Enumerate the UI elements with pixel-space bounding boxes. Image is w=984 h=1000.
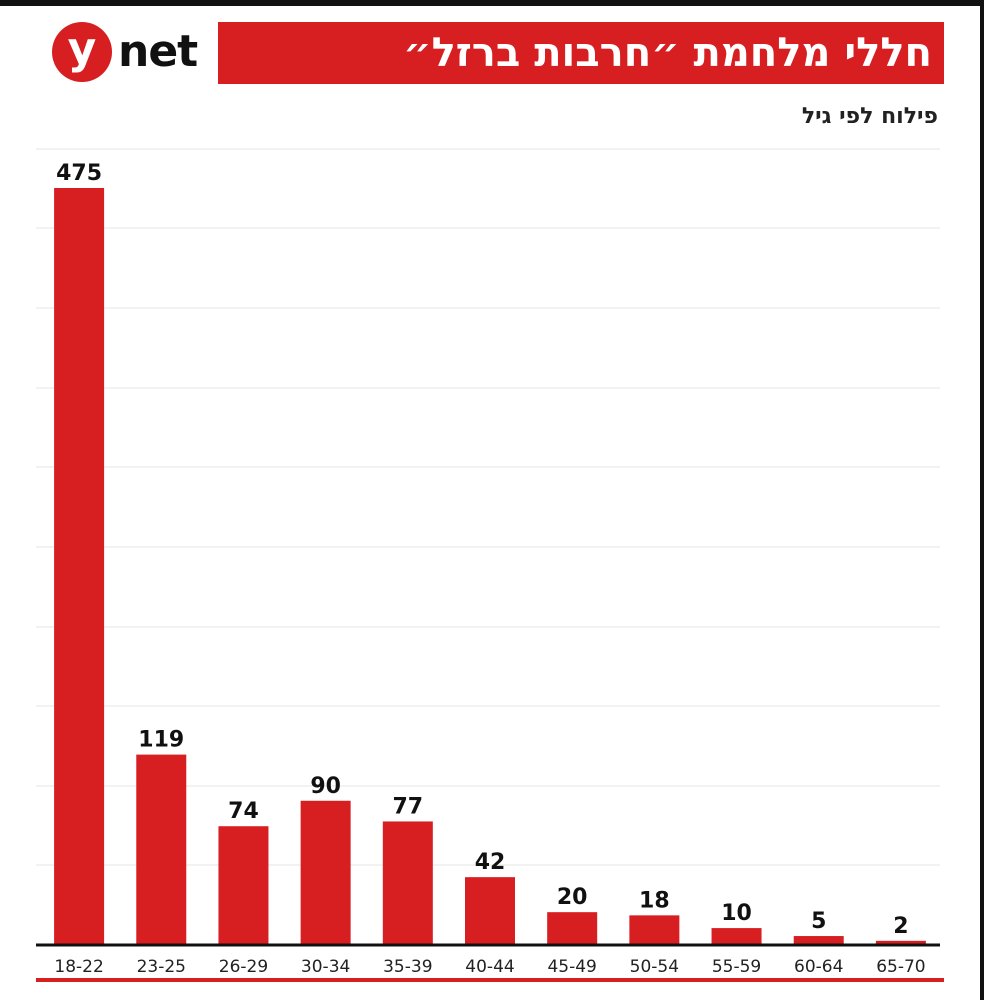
logo-circle: y	[52, 22, 112, 82]
data-label: 90	[310, 774, 341, 799]
data-label: 74	[228, 799, 259, 824]
x-tick-label: 50-54	[630, 957, 679, 977]
bar-55-59	[711, 928, 762, 944]
data-label: 20	[557, 885, 588, 910]
data-label: 2	[893, 914, 908, 939]
bar-18-22	[54, 188, 105, 944]
data-label: 18	[639, 888, 670, 913]
bar-35-39	[382, 821, 433, 944]
x-tick-label: 65-70	[876, 957, 925, 977]
data-label: 119	[138, 728, 184, 753]
bar-23-25	[136, 754, 187, 944]
data-label: 42	[475, 850, 506, 875]
data-label: 5	[811, 909, 826, 934]
bar-26-29	[218, 826, 269, 944]
x-tick-label: 30-34	[301, 957, 350, 977]
bar-50-54	[629, 915, 680, 944]
x-tick-label: 45-49	[547, 957, 596, 977]
bar-60-64	[793, 936, 844, 944]
bottom-accent-line	[36, 978, 944, 982]
bar-40-44	[465, 877, 515, 944]
x-tick-label: 60-64	[794, 957, 843, 977]
ynet-logo[interactable]: y net	[52, 22, 212, 84]
page-title: חללי מלחמת ״חרבות ברזל״	[403, 30, 932, 76]
data-label: 10	[721, 901, 752, 926]
top-border	[0, 0, 984, 6]
title-banner: חללי מלחמת ״חרבות ברזל״	[218, 22, 944, 84]
x-tick-label: 55-59	[712, 957, 761, 977]
data-label: 77	[393, 794, 424, 819]
x-tick-label: 26-29	[219, 957, 268, 977]
bar-30-34	[300, 800, 351, 944]
data-label: 475	[56, 161, 102, 186]
logo-word: net	[118, 26, 198, 77]
x-tick-label: 23-25	[137, 957, 186, 977]
x-tick-label: 35-39	[383, 957, 432, 977]
x-tick-label: 18-22	[54, 957, 103, 977]
right-border	[980, 0, 984, 1000]
x-tick-label: 40-44	[465, 957, 514, 977]
bar-65-70	[875, 940, 926, 944]
bar-45-49	[547, 912, 598, 944]
chart-subtitle: פילוח לפי גיל	[801, 104, 938, 129]
